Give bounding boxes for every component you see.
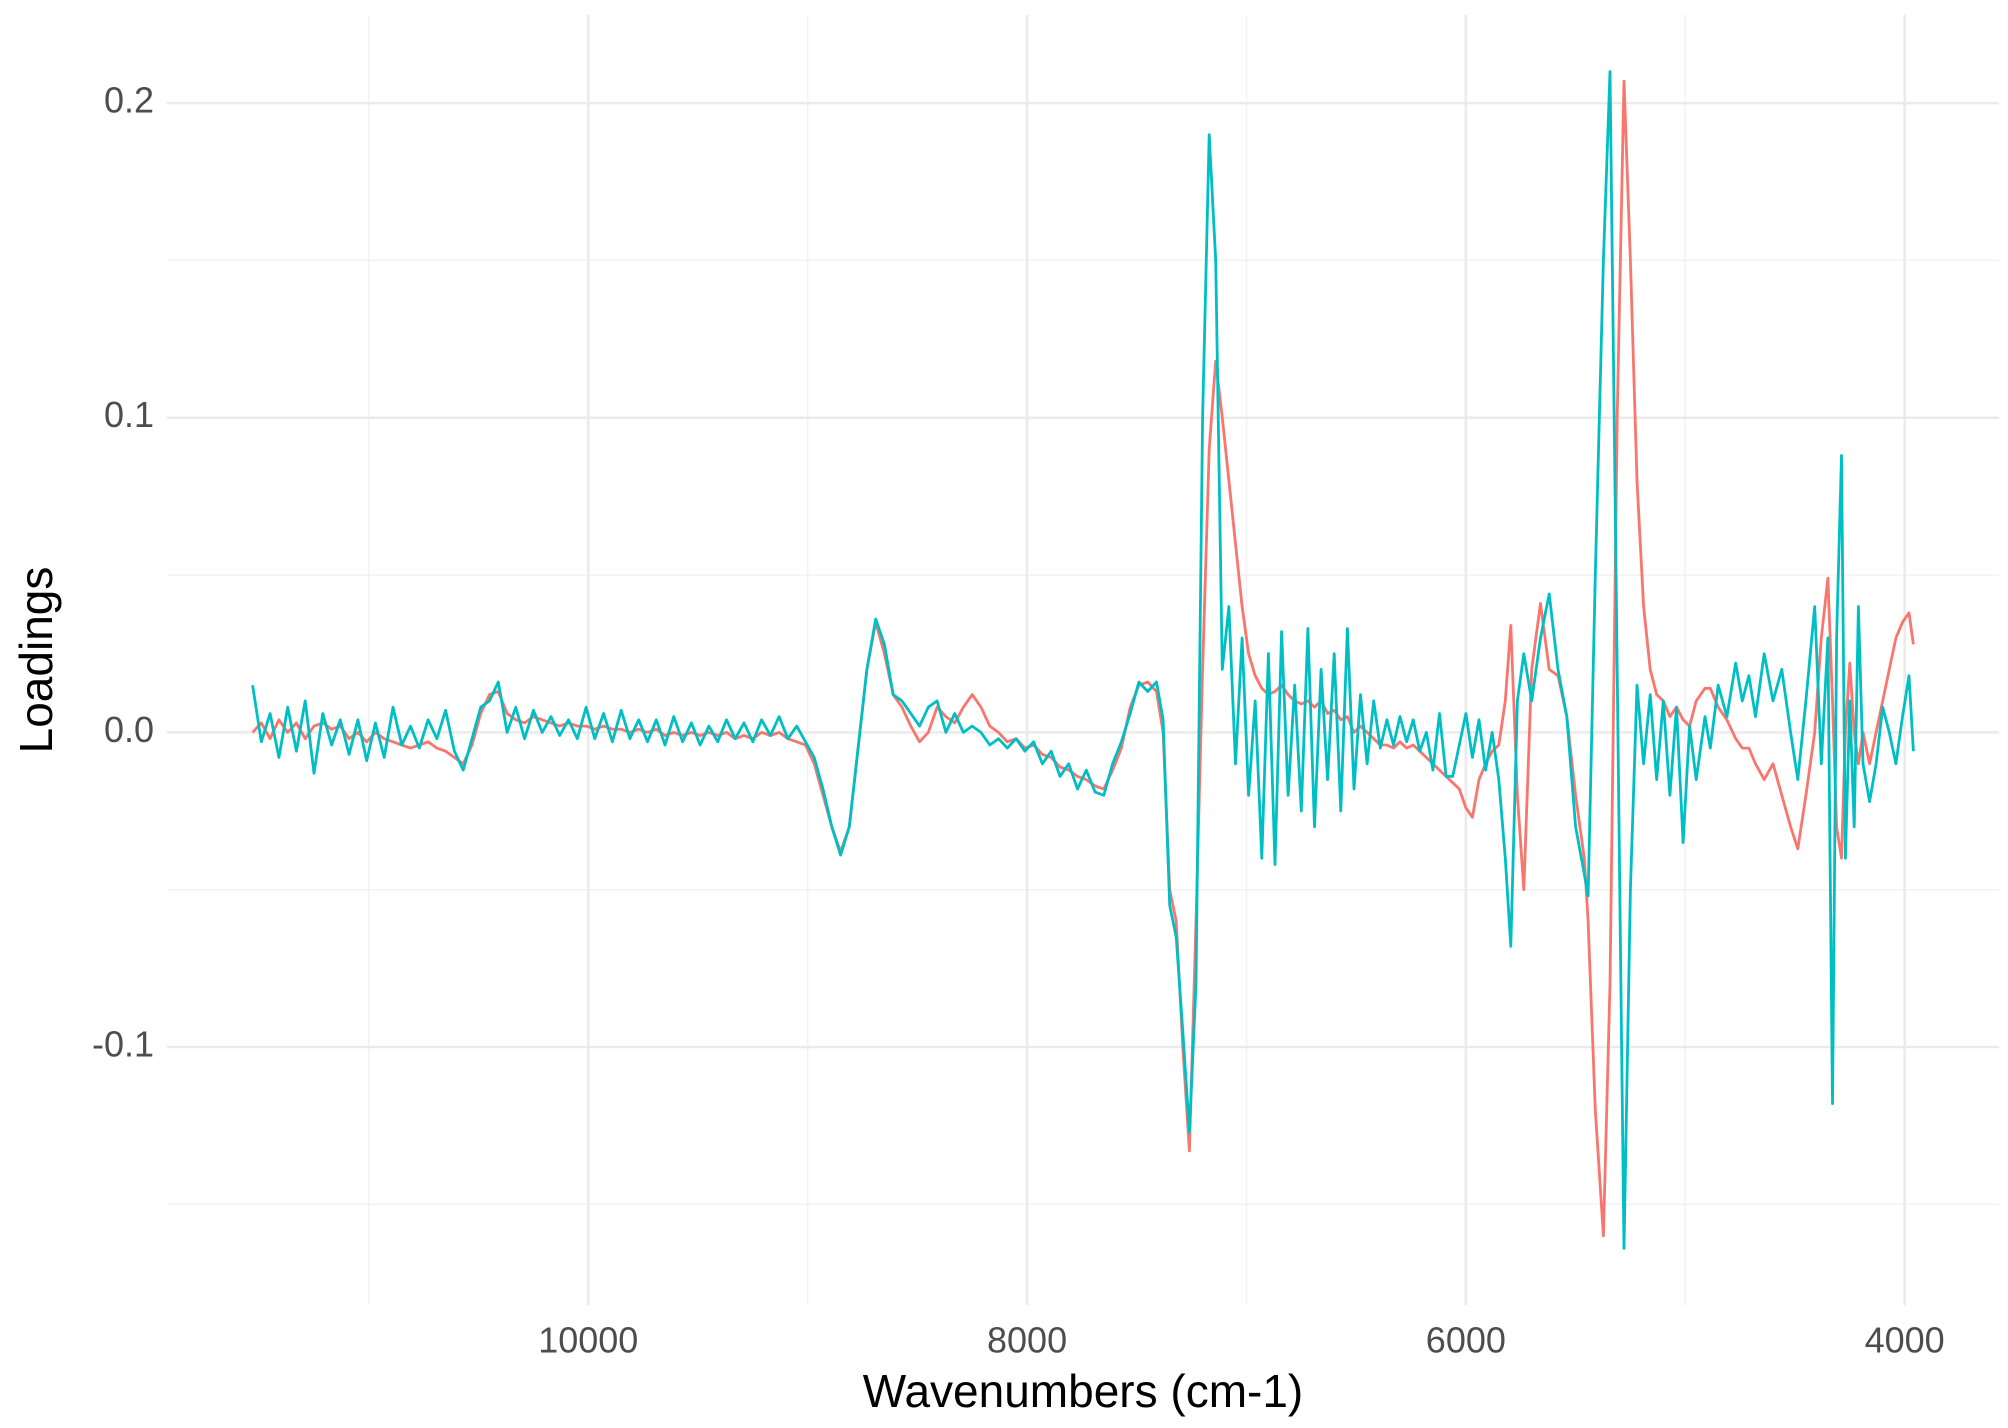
y-tick-label: -0.1 bbox=[92, 1024, 154, 1065]
x-tick-label: 8000 bbox=[987, 1320, 1067, 1361]
series-line bbox=[251, 79, 1915, 1238]
y-tick-label: 0.2 bbox=[104, 80, 154, 121]
series-line bbox=[251, 70, 1915, 1250]
x-tick-label: 4000 bbox=[1865, 1320, 1945, 1361]
x-tick-label: 10000 bbox=[538, 1320, 638, 1361]
y-tick-label: 0.1 bbox=[104, 394, 154, 435]
x-axis-title: Wavenumbers (cm-1) bbox=[863, 1365, 1303, 1417]
y-axis-title: Loadings bbox=[10, 567, 62, 754]
y-tick-label: 0.0 bbox=[104, 709, 154, 750]
x-tick-label: 6000 bbox=[1426, 1320, 1506, 1361]
